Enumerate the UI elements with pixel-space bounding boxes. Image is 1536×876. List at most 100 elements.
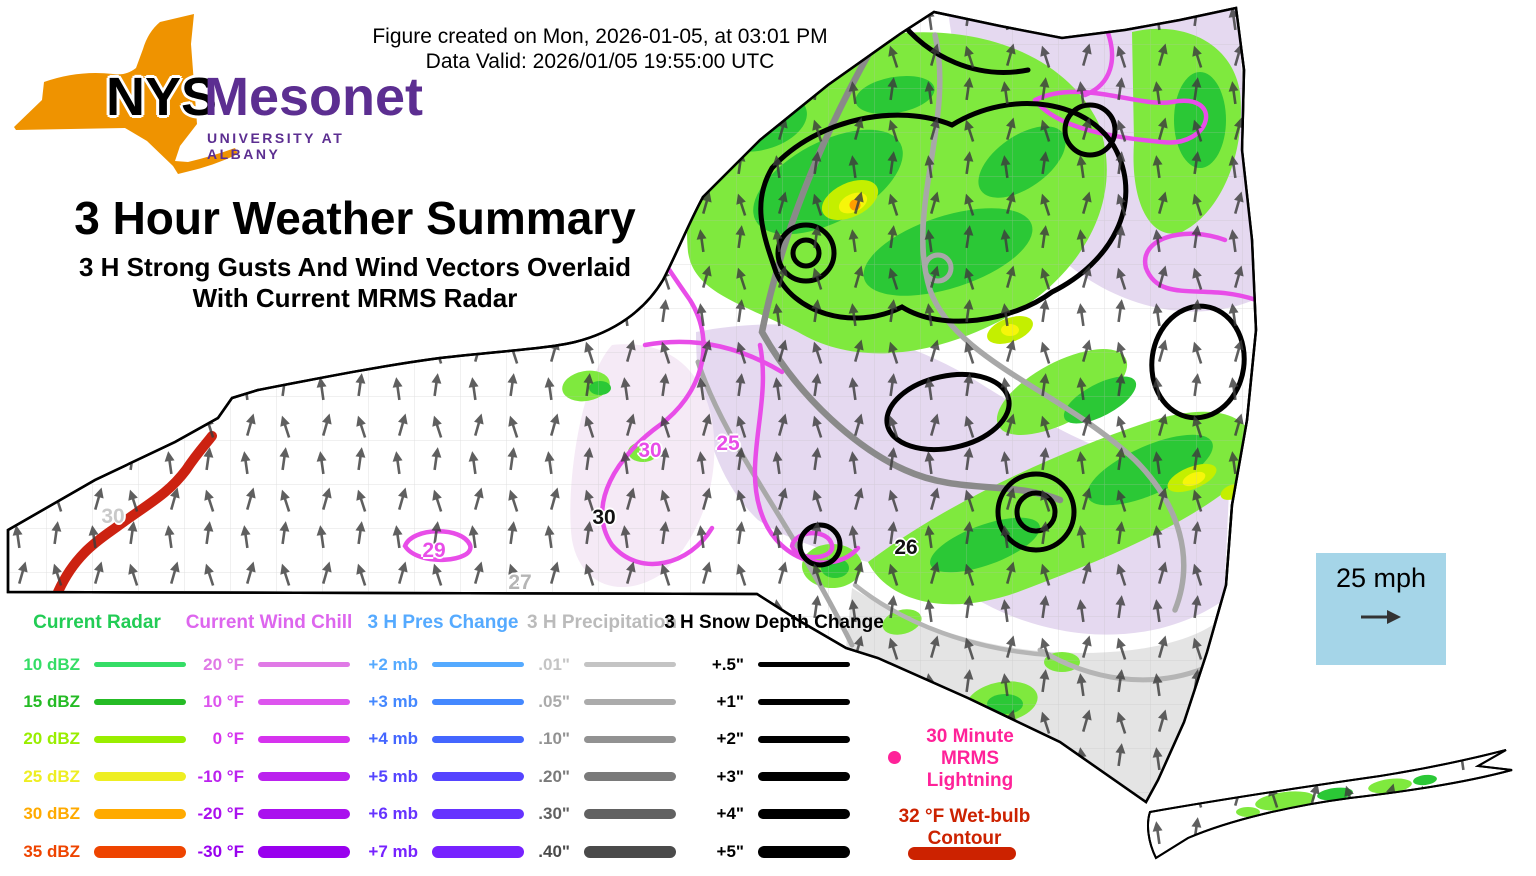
- wind-speed-reference-box: 25 mph: [1316, 553, 1446, 665]
- lightning-label-line1: 30 Minute: [926, 726, 1014, 747]
- legend-line-sample: [758, 735, 850, 743]
- legend-entry: +2 mb: [360, 646, 524, 683]
- legend-entry: +7 mb: [360, 833, 524, 870]
- legend-entry: +5 mb: [360, 758, 524, 795]
- long-island-border: [1147, 749, 1513, 860]
- legend-entry: -10 °F: [188, 758, 350, 795]
- legend-entry: +4": [698, 796, 850, 833]
- page-title: 3 Hour Weather Summary: [74, 192, 636, 244]
- legend-entry: .40": [528, 833, 676, 870]
- legend-line-sample: [584, 662, 676, 668]
- legend-entry-label: .01": [538, 654, 570, 674]
- legend-entry-label: +3 mb: [368, 692, 418, 712]
- legend-line-sample: [584, 809, 676, 820]
- legend-entry-label: 35 dBZ: [23, 841, 80, 861]
- title-block: 3 Hour Weather Summary 3 H Strong Gusts …: [40, 192, 670, 314]
- wetbulb-legend-line: [908, 847, 1016, 860]
- legend-entry: 30 dBZ: [8, 796, 186, 833]
- legend-rows: 10 dBZ 15 dBZ 20 dBZ 25 dBZ 30 dBZ 35 dBZ: [8, 646, 186, 870]
- legend-line-sample: [258, 699, 350, 706]
- legend-column-title: 3 H Snow Depth Change: [664, 612, 884, 633]
- legend-column-2: 3 H Pres Change +2 mb +3 mb +4 mb +5 mb +6 mb…: [360, 612, 526, 876]
- legend-entry: +4 mb: [360, 721, 524, 758]
- legend-entry: 15 dBZ: [8, 683, 186, 720]
- legend-line-sample: [432, 809, 524, 820]
- legend-entry-label: +4": [716, 804, 744, 824]
- data-valid-text: Data Valid: 2026/01/05 19:55:00 UTC: [425, 50, 775, 73]
- legend-line-sample: [758, 809, 850, 820]
- lightning-label-line3: Lightning: [926, 770, 1014, 791]
- legend-line-sample: [432, 662, 524, 668]
- legend-entry-label: +4 mb: [368, 729, 418, 749]
- wind-speed-reference-label: 25 mph: [1335, 563, 1427, 593]
- legend-line-sample: [758, 699, 850, 706]
- legend-entry: .01": [528, 646, 676, 683]
- legend-entry: +6 mb: [360, 796, 524, 833]
- legend-column-3: 3 H Precipitation .01" .05" .10" .20" .30" .40…: [527, 612, 677, 876]
- subtitle-line2: With Current MRMS Radar: [192, 283, 518, 313]
- legend-entry-label: +1": [716, 692, 744, 712]
- logo-tagline-text: UNIVERSITY AT ALBANY: [207, 130, 345, 162]
- legend-entry: 25 dBZ: [8, 758, 186, 795]
- legend-line-sample: [584, 735, 676, 743]
- legend-line-sample: [432, 735, 524, 743]
- legend-entry: .05": [528, 683, 676, 720]
- legend-line-sample: [94, 735, 186, 743]
- figure-header: Figure created on Mon, 2026-01-05, at 03…: [320, 24, 880, 74]
- logo-nys-text: NYS: [106, 67, 218, 127]
- legend-column-title: Current Radar: [33, 612, 161, 633]
- legend-line-sample: [584, 772, 676, 782]
- legend-line-sample: [258, 735, 350, 743]
- legend-entry: +2": [698, 721, 850, 758]
- legend-entry-label: 20 °F: [203, 654, 244, 674]
- legend-entry-label: 25 dBZ: [23, 766, 80, 786]
- legend-line-sample: [94, 809, 186, 820]
- legend-entry: 10 dBZ: [8, 646, 186, 683]
- nys-mesonet-logo: NYS Mesonet UNIVERSITY AT ALBANY: [8, 4, 423, 189]
- legend-lightning: 30 Minute MRMS Lightning: [902, 726, 1038, 792]
- legend-line-sample: [94, 699, 186, 706]
- legend-column-title: 3 H Pres Change: [367, 612, 519, 633]
- legend-entry-label: .05": [538, 692, 570, 712]
- legend-entry-label: +3": [716, 766, 744, 786]
- legend: Current Radar 10 dBZ 15 dBZ 20 dBZ 25 dBZ 30 …: [0, 612, 1070, 876]
- legend-entry: -20 °F: [188, 796, 350, 833]
- legend-column-title: 3 H Precipitation: [527, 612, 677, 633]
- legend-entry: +.5": [698, 646, 850, 683]
- legend-entry-label: +6 mb: [368, 804, 418, 824]
- legend-entry-label: .30": [538, 804, 570, 824]
- legend-entry-label: -10 °F: [197, 766, 244, 786]
- ny-state-logo-icon: [14, 14, 238, 174]
- legend-line-sample: [94, 772, 186, 782]
- legend-line-sample: [258, 662, 350, 668]
- legend-rows: +.5" +1" +2" +3" +4" +5": [698, 646, 850, 870]
- wind-arrow-icon: [1361, 610, 1401, 624]
- legend-entry: 10 °F: [188, 683, 350, 720]
- legend-column-0: Current Radar 10 dBZ 15 dBZ 20 dBZ 25 dBZ 30 …: [8, 612, 186, 876]
- legend-rows: 20 °F 10 °F 0 °F -10 °F -20 °F -30 °F: [188, 646, 350, 870]
- legend-entry: +5": [698, 833, 850, 870]
- legend-entry: 20 dBZ: [8, 721, 186, 758]
- legend-entry-label: .20": [538, 766, 570, 786]
- legend-column-4: 3 H Snow Depth Change +.5" +1" +2" +3" +4" +5": [664, 612, 884, 876]
- legend-entry: -30 °F: [188, 833, 350, 870]
- legend-entry: 20 °F: [188, 646, 350, 683]
- legend-line-sample: [584, 699, 676, 706]
- legend-entry: .20": [528, 758, 676, 795]
- legend-line-sample: [758, 772, 850, 782]
- legend-entry-label: +.5": [711, 654, 744, 674]
- legend-entry-label: 20 dBZ: [23, 729, 80, 749]
- legend-column-title: Current Wind Chill: [185, 612, 353, 633]
- legend-line-sample: [258, 845, 350, 858]
- legend-line-sample: [432, 699, 524, 706]
- legend-entry-label: 10 °F: [203, 692, 244, 712]
- legend-entry-label: .40": [538, 841, 570, 861]
- legend-entry-label: .10": [538, 729, 570, 749]
- legend-entry-label: 30 dBZ: [23, 804, 80, 824]
- legend-column-1: Current Wind Chill 20 °F 10 °F 0 °F -10 °F -2…: [185, 612, 353, 876]
- long-island-layers: [1148, 750, 1512, 858]
- legend-entry-label: -30 °F: [197, 841, 244, 861]
- legend-line-sample: [432, 845, 524, 858]
